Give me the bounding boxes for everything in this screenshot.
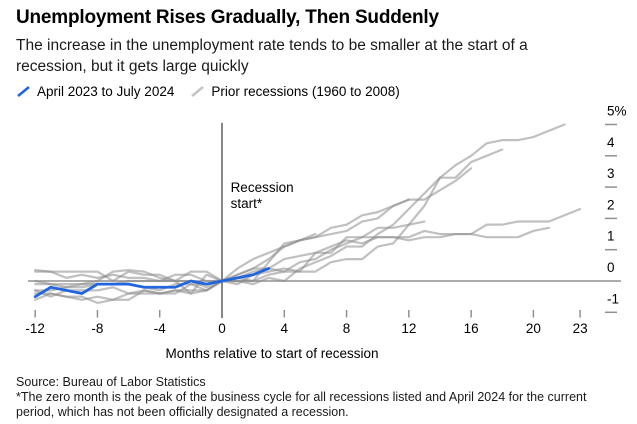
x-tick-label: 16 — [464, 321, 479, 336]
x-tick-label: -12 — [25, 321, 45, 336]
chart-legend: April 2023 to July 2024 Prior recessions… — [16, 84, 400, 99]
source-text: Source: Bureau of Labor Statistics — [16, 375, 206, 389]
legend-slash-current-line — [17, 85, 30, 98]
x-tick-label: -4 — [154, 321, 166, 336]
y-tick-label: 1 — [607, 229, 615, 244]
x-tick-label: 0 — [218, 321, 226, 336]
x-tick-label: 20 — [526, 321, 541, 336]
x-tick-label: 8 — [343, 321, 351, 336]
series-prior-line — [34, 123, 566, 301]
y-tick-label: 0 — [607, 260, 615, 275]
series-current-line — [33, 267, 271, 299]
recession-start-annotation: Recession — [231, 180, 294, 195]
footnote-text: *The zero month is the peak of the busin… — [16, 390, 587, 419]
x-tick-label: -8 — [91, 321, 103, 336]
recession-start-annotation: start* — [231, 196, 263, 211]
legend-label-current: April 2023 to July 2024 — [37, 84, 175, 99]
legend-slash-prior-line — [191, 85, 205, 98]
y-tick-label: 2 — [607, 197, 615, 212]
x-tick-label: 23 — [573, 321, 588, 336]
chart-subtitle: The increase in the unemployment rate te… — [16, 37, 528, 75]
legend-slash-current-icon — [17, 85, 30, 98]
y-tick-label: 5% — [607, 104, 627, 119]
x-axis-label: Months relative to start of recession — [165, 346, 378, 361]
y-tick-label: 3 — [607, 166, 615, 181]
series-prior-line — [34, 226, 551, 298]
y-tick-label: -1 — [607, 291, 619, 306]
legend-slash-prior-icon — [191, 85, 205, 98]
legend-label-prior: Prior recessions (1960 to 2008) — [211, 84, 400, 99]
chart-title: Unemployment Rises Gradually, Then Sudde… — [16, 7, 439, 28]
y-tick-label: 4 — [607, 135, 615, 150]
x-tick-label: 4 — [281, 321, 289, 336]
legend-item-prior: Prior recessions (1960 to 2008) — [190, 84, 400, 99]
series-prior-line — [34, 220, 426, 295]
x-tick-label: 12 — [401, 321, 416, 336]
series-prior-line — [34, 148, 504, 289]
legend-item-current: April 2023 to July 2024 — [16, 84, 174, 99]
